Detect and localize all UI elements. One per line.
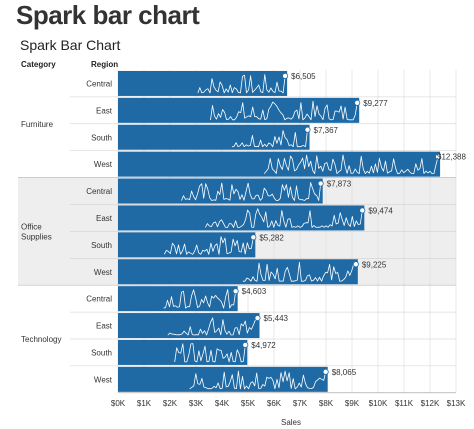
bar (118, 70, 288, 96)
region-label: West (94, 268, 113, 277)
category-label: Technology (21, 335, 61, 344)
spark-line (242, 261, 357, 282)
region-label: East (96, 214, 113, 223)
x-tick-label: $10K (369, 399, 388, 408)
spark-end-dot (242, 341, 249, 348)
spark-line (174, 343, 246, 363)
value-label: $9,225 (362, 260, 387, 269)
region-label: West (94, 160, 113, 169)
chart-title: Spark Bar Chart (20, 37, 120, 53)
spark-line (189, 370, 327, 390)
spark-line (263, 154, 439, 174)
spark-end-dot (359, 207, 366, 214)
spark-end-dot (304, 126, 311, 133)
region-label: Central (86, 295, 112, 304)
category-header: Category (21, 60, 56, 69)
bar (118, 151, 441, 177)
spark-end-dot (322, 368, 329, 375)
category-label: Furniture (21, 120, 54, 129)
region-label: South (91, 241, 112, 250)
x-tick-label: $3K (189, 399, 204, 408)
x-tick-label: $11K (395, 399, 414, 408)
spark-end-dot (354, 99, 361, 106)
category-label: Supplies (21, 232, 52, 241)
region-header: Region (91, 60, 118, 69)
value-label: $12,388 (437, 153, 466, 162)
region-label: East (96, 106, 113, 115)
region-label: South (91, 348, 112, 357)
value-label: $4,603 (242, 287, 267, 296)
spark-end-dot (282, 72, 289, 79)
value-label: $7,873 (327, 180, 352, 189)
x-tick-label: $6K (267, 399, 282, 408)
spark-line (163, 289, 237, 309)
spark-end-dot (232, 288, 239, 295)
value-label: $9,277 (363, 99, 388, 108)
bar (118, 97, 360, 123)
value-label: $5,282 (259, 233, 284, 242)
spark-line (167, 317, 258, 336)
page-title: Spark bar chart (16, 0, 200, 30)
spark-line (181, 182, 322, 201)
region-label: East (96, 322, 113, 331)
x-tick-label: $4K (215, 399, 230, 408)
spark-end-dot (352, 261, 359, 268)
x-axis-title: Sales (281, 418, 301, 427)
value-label: $8,065 (332, 368, 357, 377)
region-label: South (91, 133, 112, 142)
spark-line (197, 74, 286, 94)
value-label: $6,505 (291, 72, 316, 81)
x-tick-label: $8K (319, 399, 334, 408)
x-tick-label: $5K (241, 399, 256, 408)
category-label: Office (21, 222, 42, 231)
spark-end-dot (250, 234, 257, 241)
spark-line (210, 100, 358, 121)
value-label: $5,443 (264, 314, 289, 323)
value-label: $7,367 (314, 126, 339, 135)
x-tick-label: $9K (345, 399, 360, 408)
region-label: West (94, 375, 113, 384)
spark-end-dot (254, 315, 261, 322)
spark-line (163, 236, 254, 255)
x-tick-label: $7K (293, 399, 308, 408)
value-label: $9,474 (368, 206, 393, 215)
region-label: Central (86, 187, 112, 196)
region-label: Central (86, 79, 112, 88)
spark-end-dot (317, 180, 324, 187)
spark-line (231, 129, 308, 148)
x-tick-label: $0K (111, 399, 126, 408)
spark-end-dot (435, 153, 442, 160)
spark-line (205, 208, 363, 228)
value-label: $4,972 (251, 341, 276, 350)
x-tick-label: $13K (447, 399, 466, 408)
bar (118, 313, 260, 339)
x-tick-label: $2K (163, 399, 178, 408)
bar (118, 124, 310, 150)
x-tick-label: $12K (421, 399, 440, 408)
x-tick-label: $1K (137, 399, 152, 408)
